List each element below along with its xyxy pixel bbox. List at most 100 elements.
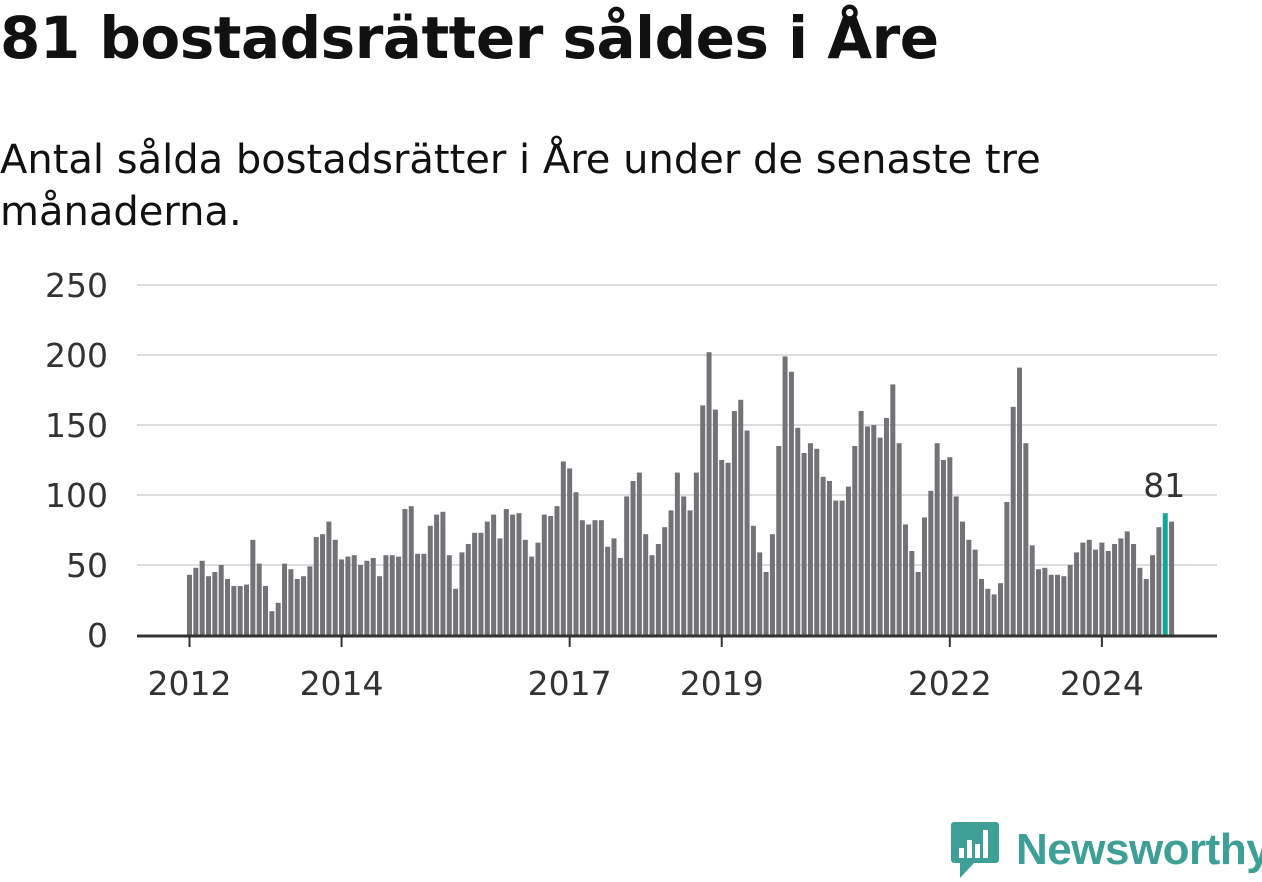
bar xyxy=(459,552,465,635)
bar xyxy=(719,460,725,635)
bar xyxy=(529,556,535,635)
bar xyxy=(320,534,326,635)
bar xyxy=(573,492,579,635)
chart-subtitle: Antal sålda bostadsrätter i Åre under de… xyxy=(0,137,1041,235)
bar xyxy=(231,586,237,635)
bar xyxy=(750,525,756,635)
newsworthy-brand: Newsworthy xyxy=(950,818,1262,882)
bar xyxy=(630,481,636,635)
bar xyxy=(339,559,345,635)
bar xyxy=(820,476,826,635)
latest-value-label: 81 xyxy=(1143,466,1185,505)
bar xyxy=(465,544,471,635)
bar xyxy=(979,579,984,635)
bar xyxy=(187,574,192,635)
bar xyxy=(560,461,566,635)
bar xyxy=(953,496,959,635)
bar xyxy=(959,521,965,635)
bar xyxy=(1023,443,1029,635)
bar xyxy=(1061,576,1067,635)
bar xyxy=(795,427,801,635)
bar xyxy=(1093,549,1099,635)
bar xyxy=(541,514,547,635)
bar xyxy=(1086,539,1092,635)
bar xyxy=(567,468,573,635)
bar xyxy=(788,371,794,635)
bar xyxy=(605,546,611,635)
bar xyxy=(332,539,338,635)
bar xyxy=(966,539,972,635)
bar xyxy=(586,524,592,635)
bar xyxy=(1010,406,1016,635)
bar xyxy=(681,496,687,635)
bar xyxy=(662,527,668,635)
bar xyxy=(769,534,775,635)
bar xyxy=(693,472,699,635)
bar xyxy=(731,411,737,635)
bar xyxy=(1048,574,1054,635)
bar xyxy=(263,586,269,635)
bar xyxy=(307,566,313,635)
y-tick-label: 250 xyxy=(45,266,108,305)
bar xyxy=(358,565,364,635)
bar xyxy=(826,481,832,635)
bar xyxy=(624,496,630,635)
bar xyxy=(972,549,978,635)
bar xyxy=(1080,542,1086,635)
bar xyxy=(1169,521,1175,635)
bar xyxy=(440,511,446,635)
bar xyxy=(313,537,319,635)
bar xyxy=(294,579,300,635)
bar xyxy=(991,594,997,635)
bar xyxy=(1150,555,1156,635)
gridlines xyxy=(137,284,1217,566)
bar xyxy=(801,453,807,635)
x-tick-label: 2014 xyxy=(300,664,384,703)
bar xyxy=(1017,367,1023,635)
bar xyxy=(535,542,541,635)
bar xyxy=(1131,544,1137,635)
bar xyxy=(611,538,617,635)
bar xyxy=(491,514,497,635)
bar xyxy=(351,555,357,635)
bar xyxy=(510,514,516,635)
x-tick-label: 2012 xyxy=(148,664,232,703)
bar xyxy=(1137,567,1143,635)
bar xyxy=(877,437,883,635)
bar xyxy=(1124,531,1130,635)
bar xyxy=(212,572,218,635)
x-tick-label: 2024 xyxy=(1060,664,1144,703)
x-tick-label: 2017 xyxy=(528,664,612,703)
bar xyxy=(725,462,731,635)
bar xyxy=(782,356,788,635)
newsworthy-logo-icon xyxy=(951,822,999,878)
bar xyxy=(700,405,706,635)
bar xyxy=(998,583,1004,635)
y-tick-label: 200 xyxy=(45,336,108,375)
bar xyxy=(427,525,433,635)
bar xyxy=(1074,552,1080,635)
bar xyxy=(636,472,642,635)
bar xyxy=(237,586,243,635)
bar xyxy=(1156,527,1162,635)
bar xyxy=(288,569,294,635)
bar xyxy=(1042,567,1048,635)
bar xyxy=(548,516,554,635)
bar xyxy=(921,517,927,635)
bar xyxy=(1118,538,1124,635)
y-tick-label: 100 xyxy=(45,476,108,515)
bar xyxy=(478,532,484,635)
bar xyxy=(757,552,763,635)
x-tick-label: 2022 xyxy=(908,664,992,703)
bar xyxy=(282,563,288,635)
bar xyxy=(871,425,877,635)
bar xyxy=(415,553,421,635)
bar xyxy=(301,576,307,635)
y-tick-label: 150 xyxy=(45,406,108,445)
bar xyxy=(370,558,376,635)
bar xyxy=(852,446,858,635)
brand-name: Newsworthy xyxy=(1016,825,1262,874)
bar xyxy=(858,411,864,635)
bar xyxy=(1099,542,1105,635)
